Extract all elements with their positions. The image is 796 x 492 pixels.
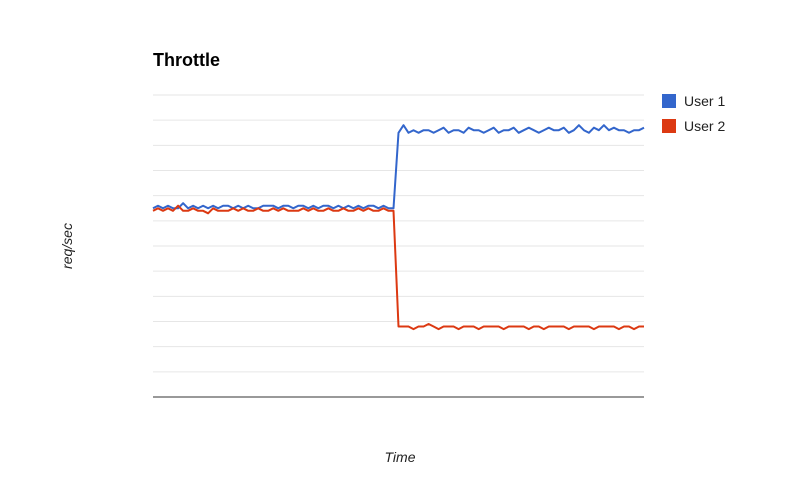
series-line-user-1: [152, 124, 645, 210]
legend-label-user-2: User 2: [684, 118, 725, 134]
legend-label-user-1: User 1: [684, 93, 725, 109]
x-axis-label: Time: [385, 449, 416, 465]
legend-swatch-user-2: [662, 119, 676, 133]
legend-swatch-user-1: [662, 94, 676, 108]
y-axis-label: req/sec: [59, 223, 75, 269]
gridlines: [153, 94, 644, 373]
chart-title: Throttle: [153, 50, 220, 70]
series-line-user-2: [152, 204, 644, 331]
series-lines: [152, 124, 645, 331]
legend: User 1 User 2: [662, 93, 725, 134]
